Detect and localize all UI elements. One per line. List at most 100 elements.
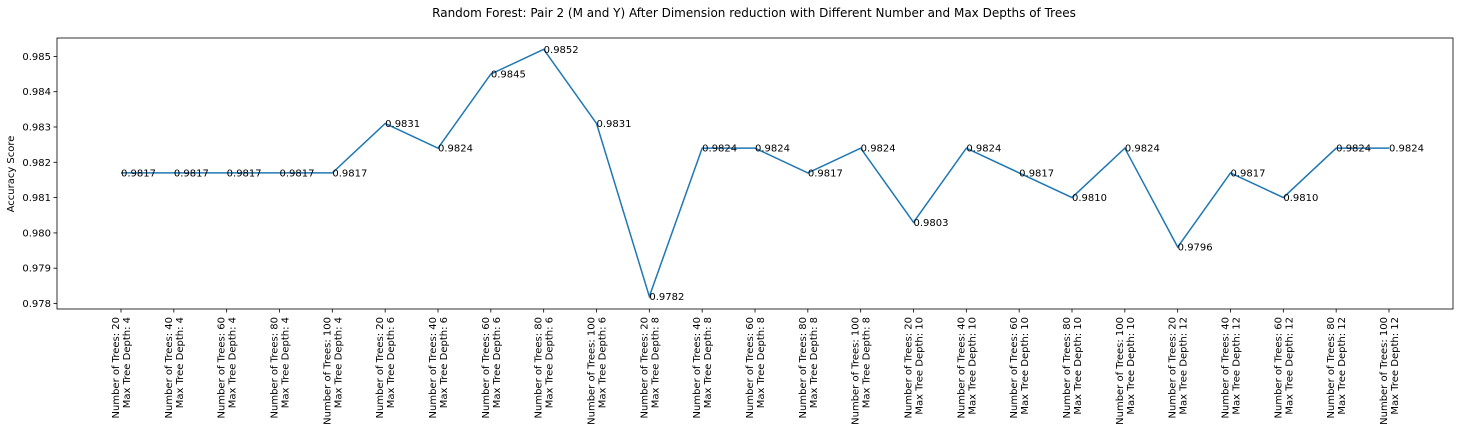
- data-label: 0.9831: [597, 119, 632, 130]
- x-tick-label: Number of Trees: 100Max Tree Depth: 6: [587, 317, 609, 425]
- y-tick-label: 0.983: [22, 123, 51, 134]
- data-label: 0.9824: [1336, 144, 1371, 155]
- data-label: 0.9817: [227, 168, 262, 179]
- x-tick-label-depth: Max Tree Depth: 8: [756, 317, 767, 408]
- x-tick-label: Number of Trees: 20Max Tree Depth: 8: [639, 317, 661, 418]
- x-tick-label-depth: Max Tree Depth: 10: [915, 317, 926, 415]
- data-label: 0.9810: [1283, 193, 1318, 204]
- x-tick-label: Number of Trees: 40Max Tree Depth: 10: [956, 317, 978, 418]
- x-tick-label: Number of Trees: 20Max Tree Depth: 12: [1168, 317, 1190, 418]
- x-tick-label-depth: Max Tree Depth: 6: [386, 317, 397, 408]
- x-tick-label-trees: Number of Trees: 60: [1273, 317, 1284, 418]
- data-labels: 0.9817 0.9817 0.9817 0.9817 0.9817 0.9831 0.98…: [121, 45, 1424, 303]
- x-tick-label-trees: Number of Trees: 80: [534, 317, 545, 418]
- data-label: 0.9817: [174, 168, 209, 179]
- x-tick-label: Number of Trees: 60Max Tree Depth: 12: [1273, 317, 1295, 418]
- data-label: 0.9782: [649, 292, 684, 303]
- x-tick-label: Number of Trees: 60Max Tree Depth: 10: [1009, 317, 1031, 418]
- x-tick-label-trees: Number of Trees: 20: [375, 317, 386, 418]
- x-axis-ticks: Number of Trees: 20Max Tree Depth: 4 Numb…: [111, 309, 1401, 425]
- y-axis-label: Accuracy Score: [6, 136, 17, 213]
- x-tick-label-trees: Number of Trees: 80: [1062, 317, 1073, 418]
- x-tick-label: Number of Trees: 40Max Tree Depth: 12: [1221, 317, 1243, 418]
- x-tick-label: Number of Trees: 80Max Tree Depth: 8: [798, 317, 820, 418]
- data-label: 0.9817: [1019, 168, 1054, 179]
- x-tick-label-depth: Max Tree Depth: 12: [1179, 317, 1190, 415]
- x-tick-label-depth: Max Tree Depth: 12: [1284, 317, 1295, 415]
- x-tick-label-depth: Max Tree Depth: 10: [1126, 317, 1137, 415]
- y-tick-label: 0.985: [22, 52, 51, 63]
- x-tick-label-depth: Max Tree Depth: 8: [703, 317, 714, 408]
- x-tick-label: Number of Trees: 100Max Tree Depth: 4: [322, 317, 344, 425]
- x-tick-label-depth: Max Tree Depth: 8: [650, 317, 661, 408]
- x-tick-label-depth: Max Tree Depth: 10: [1073, 317, 1084, 415]
- x-tick-label-depth: Max Tree Depth: 8: [862, 317, 873, 408]
- data-label: 0.9817: [808, 168, 843, 179]
- y-tick-label: 0.980: [22, 228, 51, 239]
- x-tick-label-depth: Max Tree Depth: 4: [175, 317, 186, 408]
- data-label: 0.9817: [280, 168, 315, 179]
- data-label: 0.9810: [1072, 193, 1107, 204]
- x-tick-label: Number of Trees: 40Max Tree Depth: 6: [428, 317, 450, 418]
- x-tick-label: Number of Trees: 40Max Tree Depth: 8: [692, 317, 714, 418]
- x-tick-label-trees: Number of Trees: 80: [1326, 317, 1337, 418]
- x-tick-label-depth: Max Tree Depth: 12: [1337, 317, 1348, 415]
- x-tick-label-depth: Max Tree Depth: 8: [809, 317, 820, 408]
- x-tick-label-trees: Number of Trees: 60: [1009, 317, 1020, 418]
- x-tick-label: Number of Trees: 20Max Tree Depth: 4: [111, 317, 133, 418]
- x-tick-label-trees: Number of Trees: 40: [692, 317, 703, 418]
- x-tick-label-trees: Number of Trees: 20: [111, 317, 122, 418]
- x-tick-label-depth: Max Tree Depth: 6: [439, 317, 450, 408]
- x-tick-label-depth: Max Tree Depth: 6: [598, 317, 609, 408]
- x-tick-label: Number of Trees: 80Max Tree Depth: 10: [1062, 317, 1084, 418]
- x-tick-label: Number of Trees: 60Max Tree Depth: 8: [745, 317, 767, 418]
- x-tick-label-depth: Max Tree Depth: 4: [122, 317, 133, 408]
- data-label: 0.9817: [332, 168, 367, 179]
- x-tick-label-trees: Number of Trees: 80: [270, 317, 281, 418]
- x-tick-label-depth: Max Tree Depth: 12: [1232, 317, 1243, 415]
- x-tick-label-trees: Number of Trees: 100: [1115, 317, 1126, 425]
- x-tick-label-trees: Number of Trees: 60: [217, 317, 228, 418]
- x-tick-label-trees: Number of Trees: 80: [798, 317, 809, 418]
- data-label: 0.9824: [1389, 144, 1424, 155]
- x-tick-label-depth: Max Tree Depth: 10: [1020, 317, 1031, 415]
- x-tick-label-trees: Number of Trees: 20: [1168, 317, 1179, 418]
- data-label: 0.9817: [1231, 168, 1266, 179]
- x-tick-label-depth: Max Tree Depth: 6: [545, 317, 556, 408]
- y-tick-label: 0.984: [22, 87, 51, 98]
- x-tick-label-trees: Number of Trees: 20: [904, 317, 915, 418]
- x-tick-label-trees: Number of Trees: 100: [587, 317, 598, 425]
- accuracy-series-line: [121, 48, 1389, 299]
- y-tick-label: 0.979: [22, 264, 51, 275]
- data-label: 0.9831: [385, 119, 420, 130]
- data-label: 0.9824: [438, 144, 473, 155]
- data-label: 0.9796: [1178, 243, 1213, 254]
- x-tick-label: Number of Trees: 60Max Tree Depth: 4: [217, 317, 239, 418]
- x-tick-label-trees: Number of Trees: 40: [164, 317, 175, 418]
- x-tick-label-trees: Number of Trees: 100: [322, 317, 333, 425]
- data-label: 0.9803: [914, 218, 949, 229]
- x-tick-label-trees: Number of Trees: 100: [851, 317, 862, 425]
- x-tick-label-depth: Max Tree Depth: 4: [228, 317, 239, 408]
- y-tick-label: 0.978: [22, 299, 51, 310]
- y-tick-label: 0.982: [22, 158, 51, 169]
- data-label: 0.9845: [491, 70, 526, 81]
- x-tick-label: Number of Trees: 20Max Tree Depth: 10: [904, 317, 926, 418]
- x-tick-label: Number of Trees: 100Max Tree Depth: 10: [1115, 317, 1137, 425]
- x-tick-label-depth: Max Tree Depth: 10: [967, 317, 978, 415]
- y-axis-ticks: 0.978 0.979 0.980 0.981 0.982 0.983 0.984 0.985: [22, 52, 57, 310]
- x-tick-label-trees: Number of Trees: 40: [1221, 317, 1232, 418]
- x-tick-label-trees: Number of Trees: 60: [745, 317, 756, 418]
- x-tick-label-trees: Number of Trees: 20: [639, 317, 650, 418]
- x-tick-label: Number of Trees: 100Max Tree Depth: 8: [851, 317, 873, 425]
- chart-title: Random Forest: Pair 2 (M and Y) After Di…: [432, 6, 1076, 20]
- x-tick-label: Number of Trees: 40Max Tree Depth: 4: [164, 317, 186, 418]
- data-label: 0.9817: [121, 168, 156, 179]
- x-tick-label: Number of Trees: 80Max Tree Depth: 6: [534, 317, 556, 418]
- x-tick-label: Number of Trees: 80Max Tree Depth: 4: [270, 317, 292, 418]
- data-label: 0.9824: [966, 144, 1001, 155]
- x-tick-label-depth: Max Tree Depth: 4: [333, 317, 344, 408]
- data-label: 0.9824: [702, 144, 737, 155]
- data-label: 0.9824: [1125, 144, 1160, 155]
